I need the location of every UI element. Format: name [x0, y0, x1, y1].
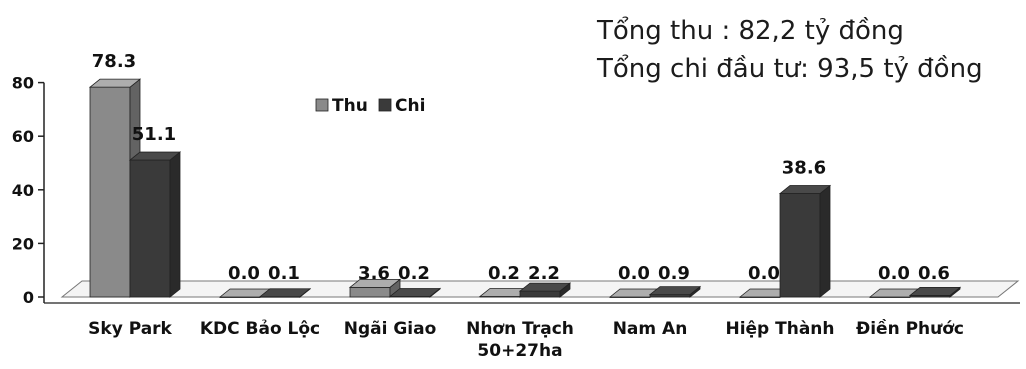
x-tick-label: Điền Phước [856, 318, 964, 339]
total-income-annotation: Tổng thu : 82,2 tỷ đồng [597, 16, 904, 46]
legend-label-chi: Chi [395, 96, 425, 116]
data-label: 0.0 [618, 263, 650, 284]
bar-front [779, 193, 821, 298]
bar-top [258, 288, 312, 298]
bar-chi [518, 282, 572, 298]
bar-front [519, 290, 561, 298]
bar-top [518, 282, 572, 292]
legend-swatch-chi [378, 98, 392, 112]
data-label: 0.2 [398, 263, 430, 284]
bar-chi [258, 287, 312, 298]
y-tick-label: 40 [12, 181, 34, 200]
data-label: 2.2 [528, 263, 560, 284]
bar-front [89, 86, 131, 298]
bar-thu [868, 288, 922, 298]
x-tick-label: KDC Bảo Lộc [200, 319, 320, 339]
y-tick-label: 60 [12, 127, 34, 146]
data-label: 0.0 [228, 263, 260, 284]
y-tick-label: 20 [12, 234, 34, 253]
data-label: 3.6 [358, 263, 390, 284]
bar-chi [128, 151, 182, 298]
bar-chi [388, 287, 442, 298]
bar-front [129, 159, 171, 298]
bar-chi [648, 285, 702, 298]
total-spend-annotation: Tổng chi đầu tư: 93,5 tỷ đồng [597, 54, 983, 84]
bar-side [169, 151, 181, 298]
data-label: 51.1 [132, 124, 176, 145]
x-tick-label: Nam An [613, 319, 688, 339]
bar-top [648, 286, 702, 295]
bar-top [128, 151, 182, 161]
bar-top [88, 78, 142, 88]
bar-side [819, 184, 831, 298]
bar-top [348, 278, 402, 288]
bar-top [908, 286, 962, 296]
legend-swatch-thu [315, 98, 329, 112]
data-label: 0.2 [488, 263, 520, 284]
legend-label-thu: Thu [332, 96, 368, 116]
x-tick-label: 50+27ha [477, 341, 562, 361]
data-label: 0.9 [658, 263, 690, 284]
bar-thu [348, 278, 402, 298]
bar-chi [908, 286, 962, 298]
bar-front [349, 286, 391, 298]
bar-top [778, 185, 832, 194]
x-tick-label: Nhơn Trạch [466, 319, 574, 339]
data-label: 0.1 [268, 263, 300, 284]
bar-chi [778, 184, 832, 298]
x-tick-label: Ngãi Giao [344, 319, 437, 339]
x-tick-label: Sky Park [88, 319, 172, 339]
data-label: 38.6 [782, 158, 826, 179]
y-tick-label: 0 [23, 288, 34, 307]
legend: Thu Chi [315, 96, 425, 116]
data-label: 78.3 [92, 51, 136, 72]
data-label: 0.0 [878, 263, 910, 284]
x-tick-label: Hiệp Thành [725, 319, 834, 339]
data-label: 0.0 [748, 263, 780, 284]
data-label: 0.6 [918, 263, 950, 284]
bar-top [388, 288, 442, 297]
y-tick-label: 80 [12, 74, 34, 93]
